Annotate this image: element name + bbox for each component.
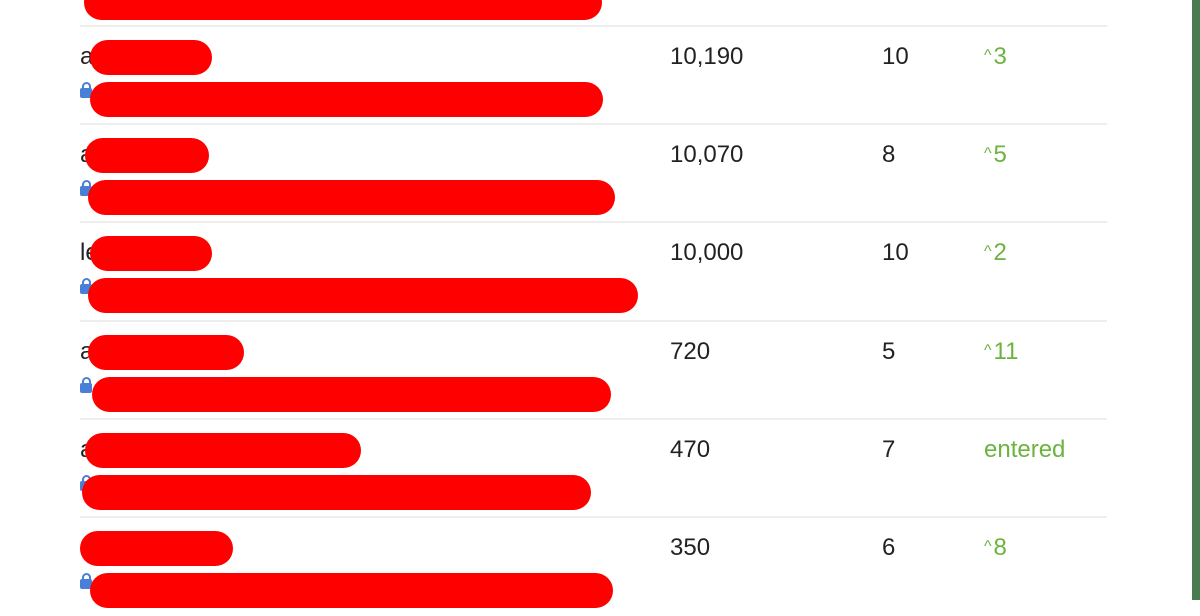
scrollbar[interactable] [1192, 0, 1200, 600]
redacted-detail [90, 573, 613, 608]
redacted-name [85, 138, 209, 173]
row-divider [80, 25, 1107, 27]
table-row[interactable]: a 10,190 10 ^3 [0, 27, 1110, 125]
table-row[interactable]: a 470 7 entered [0, 420, 1110, 518]
change-value: 2 [993, 239, 1007, 266]
row-divider [80, 418, 1107, 420]
score: 10,070 [670, 141, 744, 168]
count: 10 [882, 239, 909, 266]
redacted-name [80, 531, 233, 566]
redacted-bar [84, 0, 602, 20]
count: 6 [882, 534, 896, 561]
count: 7 [882, 436, 896, 463]
row-divider [80, 123, 1107, 125]
change-value: 3 [993, 43, 1007, 70]
rank-change: ^8 [984, 534, 1007, 562]
lock-icon [80, 377, 92, 393]
count: 8 [882, 141, 896, 168]
table-row[interactable]: a 10,070 8 ^5 [0, 125, 1110, 223]
redacted-detail [90, 82, 603, 117]
rank-change: ^5 [984, 141, 1007, 169]
rank-change: ^11 [984, 338, 1018, 366]
lock-icon [80, 573, 92, 589]
change-value: 11 [993, 338, 1019, 365]
redacted-name [90, 40, 212, 75]
redacted-detail [88, 278, 638, 313]
row-divider [80, 320, 1107, 322]
redacted-name [90, 236, 212, 271]
redacted-name [88, 335, 244, 370]
change-value: entered [984, 436, 1066, 463]
redacted-detail [92, 377, 611, 412]
caret-up-icon: ^ [984, 243, 992, 260]
rank-change: ^3 [984, 43, 1007, 71]
caret-up-icon: ^ [984, 47, 992, 64]
redacted-name [85, 433, 361, 468]
rank-change: entered [984, 436, 1065, 464]
change-value: 8 [993, 534, 1007, 561]
table-row[interactable]: le 10,000 10 ^2 [0, 223, 1110, 321]
row-divider [80, 516, 1107, 518]
count: 5 [882, 338, 896, 365]
rank-change: ^2 [984, 239, 1007, 267]
score: 10,190 [670, 43, 744, 70]
lock-icon [80, 180, 92, 196]
change-value: 5 [993, 141, 1007, 168]
score: 720 [670, 338, 711, 365]
count: 10 [882, 43, 909, 70]
lock-icon [80, 82, 92, 98]
redacted-detail [82, 475, 591, 510]
score: 10,000 [670, 239, 744, 266]
caret-up-icon: ^ [984, 145, 992, 162]
caret-up-icon: ^ [984, 342, 992, 359]
table-row[interactable]: 350 6 ^8 [0, 518, 1110, 616]
row-divider [80, 221, 1107, 223]
table-row[interactable]: a 720 5 ^11 [0, 322, 1110, 420]
score: 470 [670, 436, 711, 463]
score: 350 [670, 534, 711, 561]
caret-up-icon: ^ [984, 538, 992, 555]
redacted-detail [88, 180, 615, 215]
lock-icon [80, 278, 92, 294]
